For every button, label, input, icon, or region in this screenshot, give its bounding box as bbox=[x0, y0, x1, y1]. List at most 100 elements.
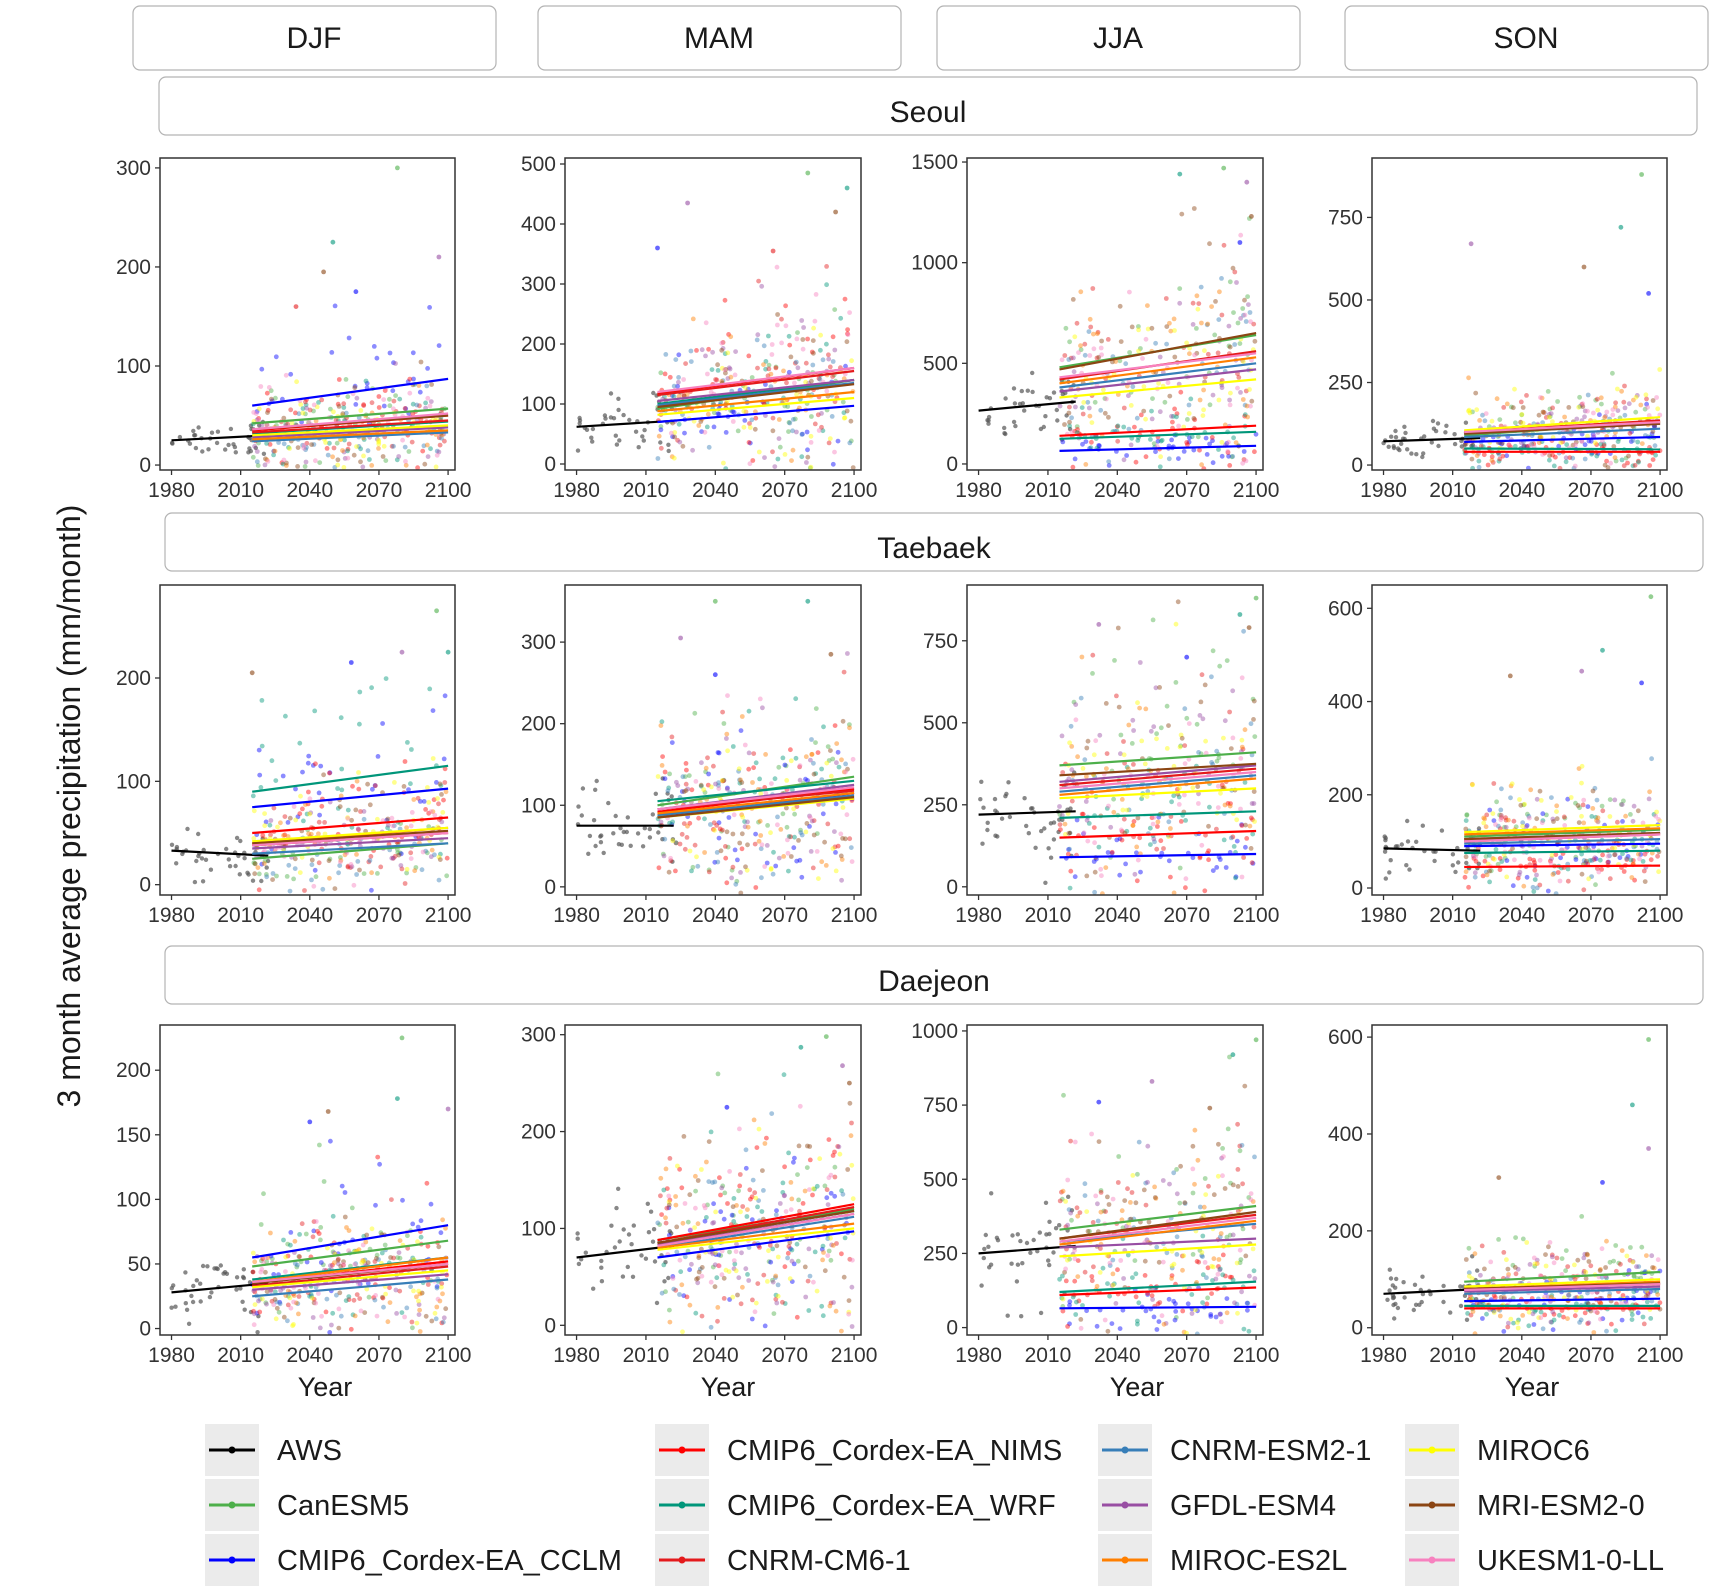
point-aws bbox=[985, 820, 990, 825]
point-cnrm-esm2-1 bbox=[309, 1293, 314, 1299]
point-ukesm1-0-ll bbox=[420, 849, 426, 855]
point-miroc6 bbox=[290, 1323, 295, 1329]
point-cmip6-cordex-ea-nims bbox=[335, 401, 341, 407]
point-mri-esm2-0 bbox=[723, 370, 728, 376]
point-cmip6-cordex-ea-cclm bbox=[1224, 1296, 1230, 1301]
point-cmip6-cordex-ea-cclm bbox=[1606, 859, 1611, 865]
point-miroc6 bbox=[830, 846, 836, 851]
point-cmip6-cordex-ea-nims bbox=[1481, 452, 1487, 458]
point-cmip6-cordex-ea-nims bbox=[1070, 464, 1076, 470]
point-cmip6-cordex-ea-nims bbox=[845, 327, 850, 332]
point-cmip6-cordex-ea-nims bbox=[739, 846, 745, 852]
point-canesm5 bbox=[274, 873, 279, 879]
point-cmip6-cordex-ea-nims bbox=[330, 1262, 335, 1268]
point-cnrm-cm6-1 bbox=[390, 855, 396, 861]
point-ukesm1-0-ll bbox=[258, 384, 264, 389]
point-mri-esm2-0 bbox=[1522, 443, 1527, 449]
point-cnrm-cm6-1 bbox=[1250, 817, 1255, 822]
point-cmip6-cordex-ea-cclm bbox=[418, 1218, 424, 1224]
point-canesm5 bbox=[1178, 743, 1184, 749]
y-tick-label: 150 bbox=[116, 1124, 151, 1147]
point-aws bbox=[1043, 1200, 1049, 1206]
point-aws bbox=[995, 834, 1000, 839]
point-cmip6-cordex-ea-nims bbox=[1506, 442, 1512, 448]
point-canesm5 bbox=[1246, 1195, 1252, 1200]
x-tick-label: 2040 bbox=[1498, 904, 1545, 927]
point-mri-esm2-0 bbox=[1066, 830, 1072, 836]
point-aws bbox=[1386, 444, 1391, 449]
point-cnrm-cm6-1 bbox=[824, 264, 829, 269]
point-mri-esm2-0 bbox=[1164, 324, 1170, 329]
point-mri-esm2-0 bbox=[439, 792, 444, 797]
point-cnrm-esm2-1 bbox=[1232, 342, 1238, 347]
point-cnrm-esm2-1 bbox=[292, 1261, 298, 1266]
trend-line-miroc6 bbox=[657, 1227, 855, 1251]
point-aws bbox=[170, 441, 175, 446]
point-miroc6 bbox=[1154, 736, 1159, 742]
point-outlier bbox=[712, 598, 718, 604]
point-canesm5 bbox=[725, 844, 731, 850]
point-miroc-es2l bbox=[1631, 397, 1636, 403]
point-mri-esm2-0 bbox=[796, 1143, 802, 1149]
point-ukesm1-0-ll bbox=[1215, 805, 1221, 810]
point-gfdl-esm4 bbox=[332, 1250, 337, 1256]
point-cmip6-cordex-ea-wrf bbox=[342, 437, 347, 443]
point-cmip6-cordex-ea-nims bbox=[1553, 852, 1559, 857]
point-canesm5 bbox=[1509, 404, 1514, 410]
point-ukesm1-0-ll bbox=[731, 1258, 737, 1263]
point-cmip6-cordex-ea-wrf bbox=[1653, 452, 1658, 458]
point-miroc6 bbox=[1546, 414, 1552, 420]
point-aws bbox=[635, 831, 641, 836]
point-miroc6 bbox=[325, 1245, 330, 1251]
point-cmip6-cordex-ea-nims bbox=[1599, 867, 1604, 872]
panel-border bbox=[966, 584, 1264, 896]
point-gfdl-esm4 bbox=[729, 875, 734, 881]
point-cmip6-cordex-ea-nims bbox=[1219, 782, 1225, 788]
point-ukesm1-0-ll bbox=[1248, 319, 1253, 325]
point-cnrm-cm6-1 bbox=[307, 407, 313, 413]
point-mri-esm2-0 bbox=[265, 410, 270, 415]
point-mri-esm2-0 bbox=[1584, 858, 1589, 864]
point-miroc-es2l bbox=[417, 1291, 423, 1297]
point-mri-esm2-0 bbox=[1242, 297, 1247, 303]
point-cnrm-esm2-1 bbox=[1199, 1253, 1205, 1258]
point-cmip6-cordex-ea-cclm bbox=[1243, 844, 1248, 850]
point-cmip6-cordex-ea-cclm bbox=[428, 1201, 434, 1207]
point-cmip6-cordex-ea-wrf bbox=[267, 822, 273, 828]
point-gfdl-esm4 bbox=[710, 1220, 715, 1226]
point-outlier bbox=[330, 239, 336, 245]
point-cmip6-cordex-ea-nims bbox=[718, 1192, 723, 1198]
point-cmip6-cordex-ea-nims bbox=[845, 331, 850, 337]
point-ukesm1-0-ll bbox=[850, 756, 856, 762]
point-canesm5 bbox=[1101, 1208, 1107, 1214]
point-cmip6-cordex-ea-cclm bbox=[1096, 443, 1102, 448]
point-cnrm-esm2-1 bbox=[1622, 412, 1628, 418]
point-cmip6-cordex-ea-cclm bbox=[1067, 1299, 1073, 1305]
point-cnrm-esm2-1 bbox=[419, 867, 425, 873]
point-miroc6 bbox=[359, 1260, 365, 1265]
point-cnrm-esm2-1 bbox=[1589, 858, 1595, 863]
point-gfdl-esm4 bbox=[328, 1263, 333, 1269]
point-gfdl-esm4 bbox=[849, 1324, 855, 1329]
point-cmip6-cordex-ea-nims bbox=[1109, 849, 1115, 855]
point-aws bbox=[241, 1267, 246, 1272]
point-aws bbox=[1012, 401, 1018, 406]
point-outlier bbox=[1639, 680, 1644, 686]
point-cnrm-esm2-1 bbox=[287, 888, 293, 894]
point-gfdl-esm4 bbox=[1097, 732, 1103, 738]
point-miroc6 bbox=[1576, 404, 1582, 410]
point-ukesm1-0-ll bbox=[693, 779, 699, 784]
point-gfdl-esm4 bbox=[774, 1300, 780, 1306]
point-cmip6-cordex-ea-nims bbox=[1553, 454, 1558, 460]
point-gfdl-esm4 bbox=[1534, 872, 1539, 878]
point-cmip6-cordex-ea-wrf bbox=[1207, 804, 1212, 810]
point-aws bbox=[1011, 386, 1017, 391]
point-cnrm-cm6-1 bbox=[792, 360, 798, 366]
point-cnrm-cm6-1 bbox=[1221, 242, 1227, 248]
point-ukesm1-0-ll bbox=[301, 442, 307, 448]
point-miroc-es2l bbox=[1647, 789, 1652, 795]
point-cmip6-cordex-ea-nims bbox=[660, 754, 665, 759]
point-cnrm-esm2-1 bbox=[1154, 1244, 1160, 1250]
point-canesm5 bbox=[660, 851, 666, 857]
point-mri-esm2-0 bbox=[1066, 410, 1072, 416]
